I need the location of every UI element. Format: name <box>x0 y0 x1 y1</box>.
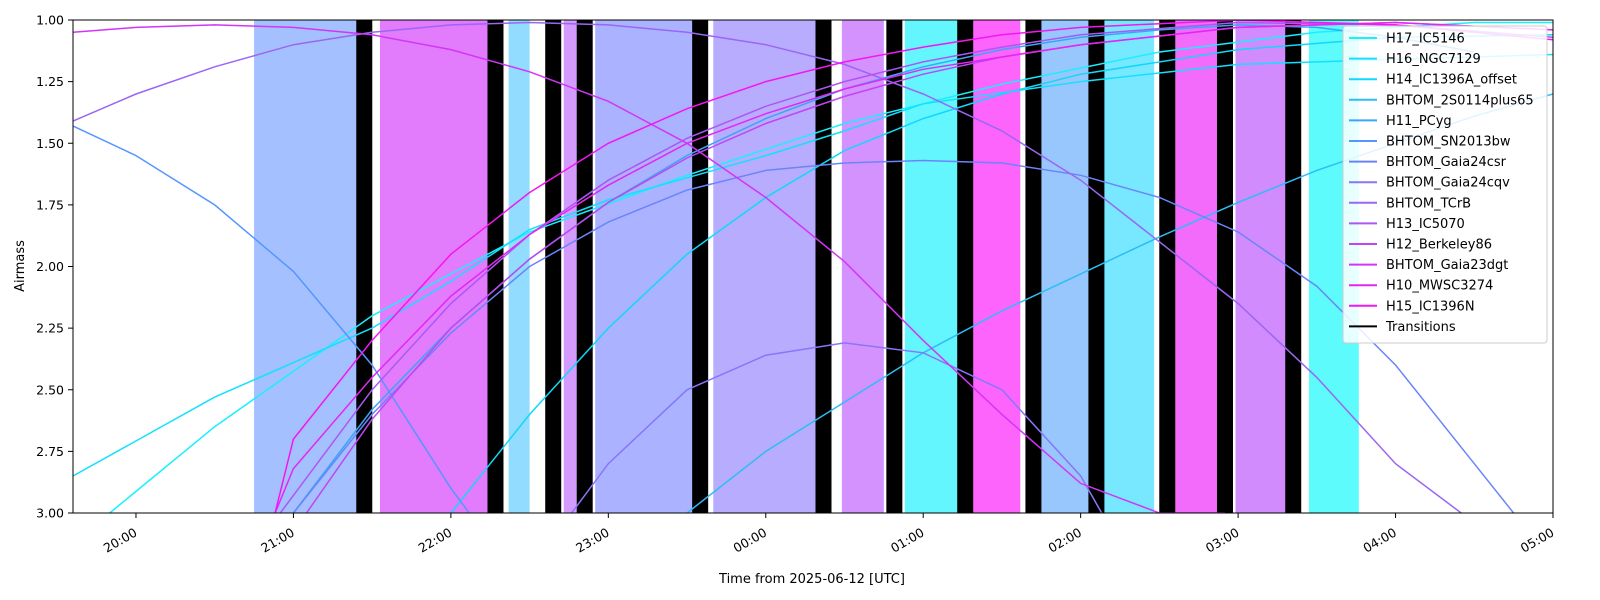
transition-bar-0 <box>356 20 373 513</box>
series-line-BHTOM_Gaia23dgt <box>73 24 1225 513</box>
observation-block-5 <box>713 20 824 513</box>
observation-block-8 <box>970 20 1021 513</box>
transition-bar-8 <box>1025 20 1042 513</box>
legend-label-1: H16_NGC7129 <box>1386 52 1481 67</box>
series-line-BHTOM_SN2013bw <box>73 125 470 513</box>
legend-label-13: H15_IC1396N <box>1386 299 1475 314</box>
x-tick-label-5: 01:00 <box>888 525 927 556</box>
legend-label-0: H17_IC5146 <box>1386 32 1465 47</box>
y-tick-label-8: 3.00 <box>36 506 64 521</box>
observation-block-3 <box>563 20 577 513</box>
x-tick-label-8: 04:00 <box>1360 525 1399 556</box>
transition-bar-3 <box>576 20 593 513</box>
observation-block-2 <box>508 20 530 513</box>
y-tick-label-3: 1.75 <box>36 197 64 212</box>
x-tick-label-1: 21:00 <box>258 525 297 556</box>
y-tick-label-0: 1.00 <box>36 13 64 28</box>
legend-label-7: BHTOM_Gaia24cqv <box>1386 176 1510 191</box>
y-axis-title: Airmass <box>13 240 28 292</box>
legend-label-12: H10_MWSC3274 <box>1386 279 1493 294</box>
observation-block-4 <box>595 20 701 513</box>
x-tick-label-4: 00:00 <box>731 525 770 556</box>
legend-label-10: H12_Berkeley86 <box>1386 238 1492 253</box>
series-line-H16_NGC7129 <box>73 53 1553 477</box>
legend-label-6: BHTOM_Gaia24csr <box>1386 155 1507 170</box>
transition-bar-6 <box>886 20 903 513</box>
series-line-H15_IC1396N <box>274 20 1553 513</box>
y-tick-label-7: 2.75 <box>36 444 64 459</box>
transition-bar-2 <box>545 20 562 513</box>
observation-block-11 <box>1169 20 1220 513</box>
observation-block-10 <box>1101 20 1155 513</box>
y-tick-label-6: 2.50 <box>36 382 64 397</box>
series-line-BHTOM_Gaia24cqv <box>570 342 1103 513</box>
observation-block-9 <box>1038 20 1089 513</box>
legend-label-14: Transitions <box>1385 320 1456 335</box>
legend: H17_IC5146 H16_NGC7129 H14_IC1396A_offset B… <box>1342 25 1548 344</box>
y-tick-label-4: 2.00 <box>36 259 64 274</box>
legend-label-2: H14_IC1396A_offset <box>1386 73 1517 88</box>
observation-block-1 <box>380 20 488 513</box>
x-tick-label-7: 03:00 <box>1203 525 1242 556</box>
y-tick-label-1: 1.25 <box>36 74 64 89</box>
x-tick-label-0: 20:00 <box>101 525 140 556</box>
legend-box <box>1342 25 1548 344</box>
legend-label-8: BHTOM_TCrB <box>1386 196 1471 211</box>
transition-bar-10 <box>1159 20 1176 513</box>
series-line-H13_IC5070 <box>279 21 1553 513</box>
series-line-H10_MWSC3274 <box>274 21 1553 513</box>
observation-block-7 <box>904 20 958 513</box>
transition-bar-5 <box>815 20 832 513</box>
x-tick-label-3: 23:00 <box>573 525 612 556</box>
x-tick-label-9: 05:00 <box>1518 525 1557 556</box>
legend-label-4: H11_PCyg <box>1386 114 1452 129</box>
transition-bar-4 <box>692 20 709 513</box>
legend-label-3: BHTOM_2S0114plus65 <box>1386 93 1534 108</box>
y-tick-label-5: 2.25 <box>36 321 64 336</box>
x-tick-label-2: 22:00 <box>416 525 455 556</box>
observation-block-0 <box>254 20 365 513</box>
legend-label-9: H13_IC5070 <box>1386 217 1465 232</box>
transition-bar-11 <box>1216 20 1233 513</box>
plot-area <box>73 20 1553 513</box>
legend-label-5: BHTOM_SN2013bw <box>1386 135 1511 150</box>
observation-block-12 <box>1235 20 1286 513</box>
x-tick-label-6: 02:00 <box>1045 525 1084 556</box>
transition-bar-7 <box>957 20 974 513</box>
x-axis-title: Time from 2025-06-12 [UTC] <box>718 572 905 587</box>
legend-label-11: BHTOM_Gaia23dgt <box>1386 258 1508 273</box>
transition-bar-12 <box>1285 20 1302 513</box>
transition-bar-1 <box>487 20 504 513</box>
series-line-H14_IC1396A_offset <box>450 34 1553 513</box>
y-tick-label-2: 1.50 <box>36 136 64 151</box>
observation-block-6 <box>841 20 884 513</box>
series-line-BHTOM_TCrB <box>73 21 1462 513</box>
